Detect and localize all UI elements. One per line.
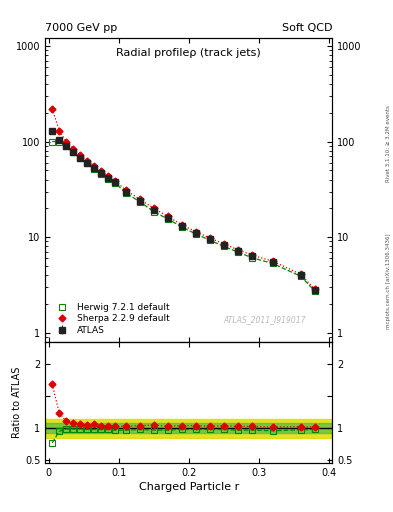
- Herwig 7.2.1 default: [298, 273, 303, 279]
- Text: mcplots.cern.ch [arXiv:1306.3436]: mcplots.cern.ch [arXiv:1306.3436]: [386, 234, 391, 329]
- Sherpa 2.2.9 default: [179, 222, 184, 228]
- Sherpa 2.2.9 default: [106, 173, 110, 179]
- Sherpa 2.2.9 default: [64, 138, 68, 144]
- Herwig 7.2.1 default: [165, 216, 170, 222]
- Bar: [45, 423, 332, 433]
- Sherpa 2.2.9 default: [151, 205, 156, 211]
- Herwig 7.2.1 default: [235, 249, 240, 255]
- Herwig 7.2.1 default: [151, 208, 156, 215]
- Herwig 7.2.1 default: [312, 288, 317, 294]
- Y-axis label: Ratio to ATLAS: Ratio to ATLAS: [12, 367, 22, 438]
- Sherpa 2.2.9 default: [57, 127, 62, 134]
- Sherpa 2.2.9 default: [123, 187, 128, 193]
- Sherpa 2.2.9 default: [92, 162, 97, 168]
- Text: Rivet 3.1.10; ≥ 3.2M events: Rivet 3.1.10; ≥ 3.2M events: [386, 105, 391, 182]
- Herwig 7.2.1 default: [92, 165, 97, 172]
- Sherpa 2.2.9 default: [99, 168, 103, 174]
- Herwig 7.2.1 default: [249, 254, 254, 261]
- Sherpa 2.2.9 default: [221, 241, 226, 247]
- Sherpa 2.2.9 default: [50, 106, 55, 112]
- Sherpa 2.2.9 default: [312, 286, 317, 292]
- Sherpa 2.2.9 default: [113, 178, 118, 184]
- Herwig 7.2.1 default: [137, 199, 142, 205]
- Sherpa 2.2.9 default: [298, 271, 303, 277]
- Sherpa 2.2.9 default: [249, 252, 254, 258]
- Herwig 7.2.1 default: [78, 155, 83, 161]
- Text: Radial profileρ (track jets): Radial profileρ (track jets): [116, 48, 261, 57]
- Herwig 7.2.1 default: [57, 138, 62, 144]
- Herwig 7.2.1 default: [193, 231, 198, 237]
- Legend: Herwig 7.2.1 default, Sherpa 2.2.9 default, ATLAS: Herwig 7.2.1 default, Sherpa 2.2.9 defau…: [50, 301, 172, 337]
- Text: Soft QCD: Soft QCD: [282, 23, 332, 33]
- Herwig 7.2.1 default: [106, 176, 110, 182]
- Herwig 7.2.1 default: [64, 143, 68, 150]
- Herwig 7.2.1 default: [270, 261, 275, 267]
- Herwig 7.2.1 default: [221, 243, 226, 249]
- Text: ATLAS_2011_I919017: ATLAS_2011_I919017: [223, 315, 306, 324]
- Herwig 7.2.1 default: [113, 180, 118, 186]
- Line: Sherpa 2.2.9 default: Sherpa 2.2.9 default: [50, 106, 317, 292]
- Sherpa 2.2.9 default: [85, 158, 90, 164]
- Herwig 7.2.1 default: [50, 138, 55, 144]
- Herwig 7.2.1 default: [179, 224, 184, 230]
- Herwig 7.2.1 default: [207, 237, 212, 243]
- Bar: [45, 419, 332, 438]
- Sherpa 2.2.9 default: [193, 228, 198, 234]
- Sherpa 2.2.9 default: [71, 146, 75, 152]
- X-axis label: Charged Particle r: Charged Particle r: [138, 482, 239, 493]
- Line: Herwig 7.2.1 default: Herwig 7.2.1 default: [49, 138, 318, 294]
- Sherpa 2.2.9 default: [137, 196, 142, 202]
- Herwig 7.2.1 default: [123, 190, 128, 196]
- Sherpa 2.2.9 default: [78, 152, 83, 158]
- Herwig 7.2.1 default: [99, 170, 103, 177]
- Herwig 7.2.1 default: [71, 150, 75, 156]
- Sherpa 2.2.9 default: [207, 235, 212, 241]
- Sherpa 2.2.9 default: [165, 214, 170, 220]
- Herwig 7.2.1 default: [85, 160, 90, 166]
- Text: 7000 GeV pp: 7000 GeV pp: [45, 23, 118, 33]
- Sherpa 2.2.9 default: [235, 247, 240, 253]
- Sherpa 2.2.9 default: [270, 258, 275, 264]
